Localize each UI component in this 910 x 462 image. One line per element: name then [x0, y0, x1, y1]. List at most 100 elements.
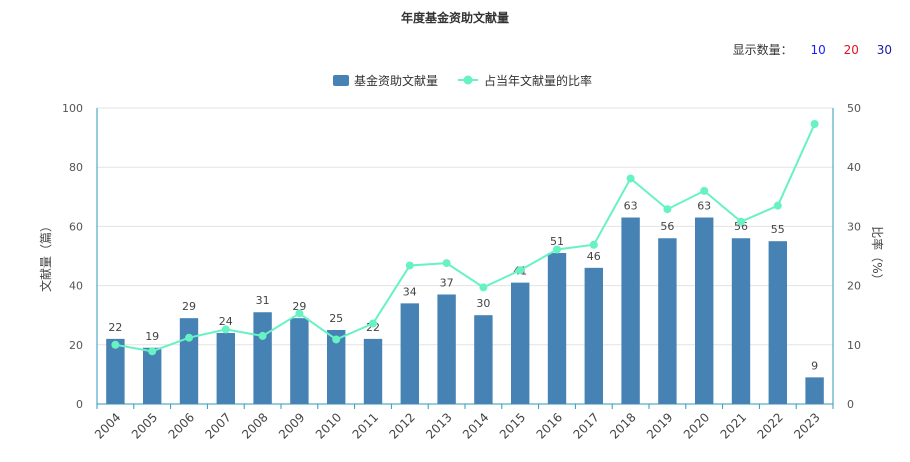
y-axis-title-right: 比率（%）	[870, 226, 885, 285]
x-tick-label: 2018	[607, 410, 638, 441]
bar-data-label: 25	[329, 312, 343, 325]
bar	[511, 282, 530, 404]
ratio-point	[553, 245, 561, 254]
ratio-point	[221, 325, 230, 334]
bar-data-label: 22	[108, 321, 122, 334]
y-tick-label-right: 50	[847, 102, 861, 115]
legend-line-marker	[463, 75, 473, 85]
legend-line-label: 占当年文献量的比率	[484, 73, 592, 88]
x-tick-label: 2009	[276, 410, 307, 441]
ratio-point	[148, 347, 157, 356]
ratio-point	[700, 186, 709, 195]
x-tick-label: 2015	[497, 410, 528, 441]
bar-data-label: 30	[476, 297, 490, 310]
x-tick-label: 2013	[423, 410, 454, 441]
y-axis-title-left: 文献量（篇）	[38, 220, 53, 292]
display-count-30[interactable]: 30	[876, 43, 892, 57]
display-count-label: 显示数量：	[732, 43, 793, 57]
bar-data-label: 9	[811, 359, 818, 372]
display-count-10[interactable]: 10	[810, 43, 826, 57]
x-tick-label: 2019	[644, 410, 675, 441]
bar	[768, 241, 787, 404]
ratio-point	[737, 217, 745, 226]
bar-data-label: 46	[587, 250, 601, 263]
x-tick-label: 2014	[460, 410, 491, 441]
ratio-point	[516, 266, 525, 275]
y-tick-label-left: 60	[69, 220, 83, 233]
x-tick-label: 2011	[350, 410, 381, 441]
x-tick-label: 2017	[570, 410, 601, 441]
ratio-point	[663, 205, 672, 214]
bar	[253, 312, 272, 404]
ratio-point	[332, 335, 341, 344]
y-tick-label-right: 10	[847, 339, 861, 352]
bar	[547, 253, 567, 404]
y-tick-label-left: 0	[76, 398, 83, 411]
bar	[695, 217, 714, 404]
bar	[106, 338, 125, 404]
y-tick-label-right: 40	[847, 161, 861, 174]
chart-title: 年度基金资助文献量	[400, 11, 509, 25]
ratio-point	[589, 240, 598, 249]
x-tick-label: 2012	[386, 410, 417, 441]
y-tick-label-right: 20	[847, 280, 861, 293]
x-tick-label: 2005	[129, 410, 160, 441]
bar-data-label: 34	[403, 285, 417, 298]
bar-data-label: 29	[292, 300, 306, 313]
bar-data-label: 37	[440, 276, 454, 289]
x-tick-label: 2023	[791, 410, 822, 441]
bar-data-label: 63	[697, 200, 711, 213]
bar-data-label: 29	[182, 300, 196, 313]
x-tick-label: 2022	[754, 410, 785, 441]
x-tick-label: 2010	[313, 410, 344, 441]
y-tick-label-right: 30	[847, 220, 861, 233]
bar	[805, 377, 824, 404]
bar	[437, 294, 456, 404]
ratio-point	[405, 261, 414, 270]
ratio-point	[295, 309, 304, 318]
y-tick-label-left: 100	[62, 102, 83, 115]
bar-data-label: 24	[219, 315, 233, 328]
display-count-20[interactable]: 20	[843, 43, 859, 57]
bar	[731, 238, 751, 404]
ratio-point	[773, 201, 782, 210]
x-tick-label: 2021	[718, 410, 749, 441]
y-tick-label-left: 40	[69, 280, 83, 293]
bar	[474, 315, 493, 404]
bar	[621, 217, 640, 404]
ratio-point	[810, 119, 819, 128]
display-count-selector: 显示数量： 10 20 30	[733, 41, 892, 58]
ratio-line	[115, 123, 816, 353]
bar	[290, 318, 309, 404]
legend-bar-label: 基金资助文献量	[354, 73, 438, 88]
ratio-point	[369, 319, 377, 328]
bar-data-label: 31	[256, 294, 270, 307]
bar	[658, 238, 677, 404]
ratio-point	[626, 174, 635, 183]
x-tick-label: 2004	[92, 410, 123, 441]
bar-data-label: 56	[660, 220, 674, 233]
y-tick-label-right: 0	[847, 398, 854, 411]
x-tick-label: 2006	[166, 410, 197, 441]
bar	[584, 267, 603, 404]
bar	[327, 330, 346, 404]
ratio-point	[442, 259, 451, 268]
bar	[179, 318, 199, 404]
y-tick-label-left: 20	[69, 339, 83, 352]
bar-data-label: 55	[771, 223, 785, 236]
x-tick-label: 2008	[239, 410, 270, 441]
bar	[400, 303, 419, 404]
bar-data-label: 63	[624, 200, 638, 213]
legend-bar-swatch	[333, 75, 349, 86]
y-tick-label-left: 80	[69, 161, 83, 174]
bar	[363, 338, 383, 404]
x-tick-label: 2016	[534, 410, 565, 441]
bar-data-label: 19	[145, 330, 159, 343]
ratio-point	[258, 331, 267, 340]
ratio-point	[111, 340, 120, 349]
bar	[216, 332, 235, 404]
bar	[143, 347, 162, 404]
bar-data-label: 51	[550, 235, 564, 248]
x-tick-label: 2020	[681, 410, 712, 441]
